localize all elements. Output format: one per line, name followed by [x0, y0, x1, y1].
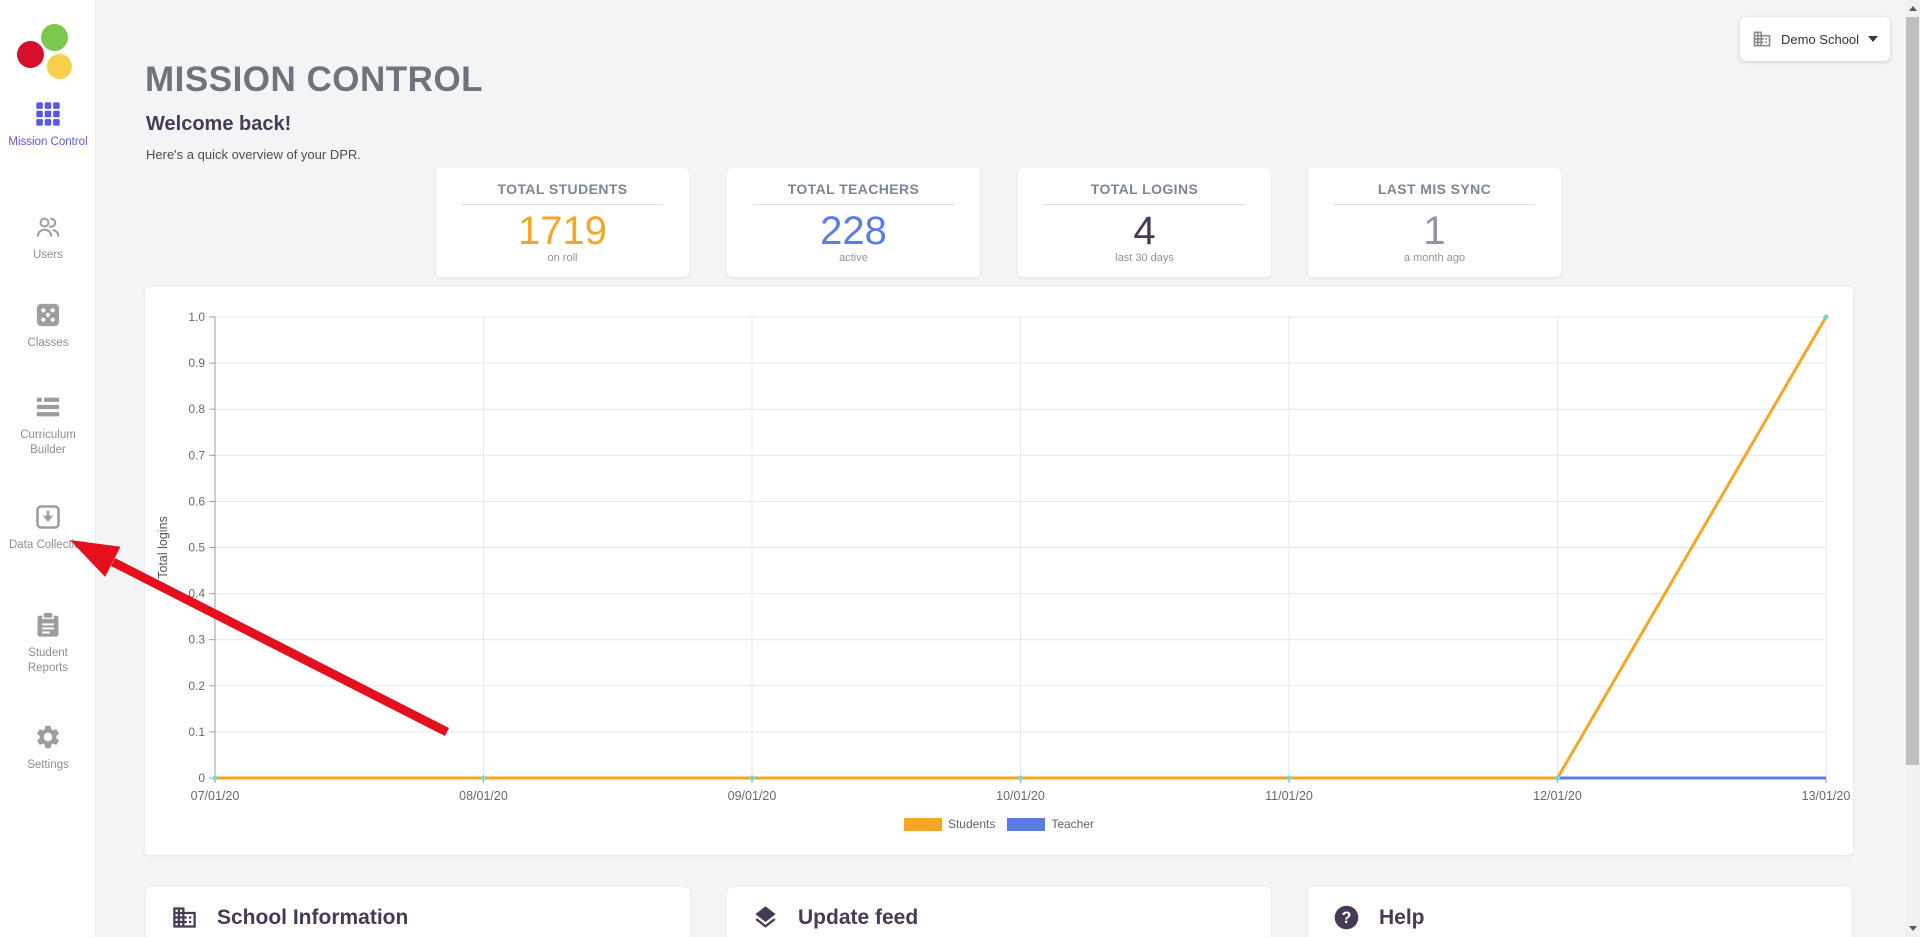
panel-title: Help [1379, 905, 1425, 929]
svg-text:07/01/20: 07/01/20 [191, 789, 240, 803]
svg-text:0.6: 0.6 [188, 494, 205, 508]
welcome-subtitle: Here's a quick overview of your DPR. [146, 147, 361, 162]
dice-icon [34, 301, 62, 329]
download-box-icon [34, 503, 62, 531]
svg-text:0.9: 0.9 [188, 356, 205, 370]
svg-text:08/01/20: 08/01/20 [459, 789, 508, 803]
building-icon [1752, 29, 1772, 49]
legend-swatch [1007, 817, 1046, 831]
stat-value: 1 [1423, 209, 1446, 253]
users-icon [34, 213, 62, 241]
sidebar-item-mission-control[interactable]: Mission Control [0, 100, 96, 150]
svg-text:1.0: 1.0 [188, 310, 205, 324]
svg-text:0.7: 0.7 [188, 448, 205, 462]
sidebar-item-label: Mission Control [8, 136, 88, 148]
stat-title: TOTAL LOGINS [1044, 168, 1245, 205]
page-title: MISSION CONTROL [145, 60, 484, 99]
stat-card-total-logins: TOTAL LOGINS 4 last 30 days [1018, 168, 1271, 277]
question-icon: ? [1333, 904, 1360, 931]
panel-school-information: School Information [146, 887, 690, 937]
svg-text:09/01/20: 09/01/20 [728, 789, 777, 803]
stat-card-total-students: TOTAL STUDENTS 1719 on roll [436, 168, 689, 277]
sidebar-item-label: Data Collection [9, 539, 87, 551]
grid-icon [34, 100, 62, 128]
building-icon [171, 904, 198, 931]
stat-caption: on roll [547, 252, 578, 264]
svg-text:0: 0 [198, 771, 205, 785]
sidebar-item-data-collection[interactable]: Data Collection [0, 503, 96, 553]
svg-text:0.5: 0.5 [188, 541, 205, 555]
sidebar-item-label: Classes [27, 337, 69, 349]
sidebar-item-student-reports[interactable]: Student Reports [0, 611, 96, 676]
app-logo [0, 8, 96, 88]
panel-help: ? Help [1308, 887, 1852, 937]
sidebar-item-users[interactable]: Users [0, 213, 96, 263]
stat-title: TOTAL STUDENTS [462, 168, 663, 205]
svg-text:0.1: 0.1 [188, 725, 205, 739]
stat-value: 228 [820, 209, 887, 253]
school-selector[interactable]: Demo School [1740, 17, 1890, 61]
panel-title: Update feed [798, 905, 919, 929]
stat-caption: active [839, 252, 868, 264]
logo-dot-yellow [47, 54, 72, 79]
legend-item-teacher: Teacher [1007, 817, 1094, 831]
panel-header: Update feed [727, 887, 1271, 931]
stat-card-last-mis-sync: LAST MIS SYNC 1 a month ago [1308, 168, 1561, 277]
scrollbar-thumb[interactable] [1906, 17, 1919, 765]
logo-dot-green [41, 24, 68, 51]
sidebar-item-settings[interactable]: Settings [0, 723, 96, 773]
sidebar-item-curriculum-builder[interactable]: Curriculum Builder [0, 393, 96, 458]
svg-text:11/01/20: 11/01/20 [1265, 789, 1313, 803]
clipboard-icon [34, 611, 62, 639]
svg-text:?: ? [1342, 909, 1352, 927]
main-content: MISSION CONTROL Welcome back! Here's a q… [96, 0, 1920, 937]
arrow-down-icon [1908, 926, 1917, 931]
legend-label: Teacher [1051, 817, 1095, 831]
legend-item-students: Students [903, 817, 996, 831]
logins-chart-card: 0 0.1 0.2 0.3 0.4 0.5 0.6 0.7 0.8 0.9 1.0 07/01/20 0… [145, 287, 1853, 855]
panel-update-feed: Update feed [727, 887, 1271, 937]
sidebar-item-label: Settings [27, 759, 69, 771]
list-icon [34, 393, 62, 421]
arrow-up-icon [1908, 6, 1917, 11]
layers-icon [752, 904, 779, 931]
sidebar-item-label: Users [32, 249, 64, 261]
school-selector-label: Demo School [1781, 31, 1860, 47]
svg-text:0.2: 0.2 [188, 679, 205, 693]
stat-title: LAST MIS SYNC [1334, 168, 1535, 205]
svg-text:0.4: 0.4 [188, 587, 205, 601]
svg-text:0.8: 0.8 [188, 402, 205, 416]
sidebar: Mission Control Users Classes Curriculum Bu… [0, 0, 96, 937]
legend-label: Students [947, 817, 996, 831]
scrollbar[interactable] [1905, 0, 1920, 937]
sidebar-item-label: Student Reports [27, 647, 69, 674]
sidebar-item-label: Curriculum Builder [20, 429, 76, 456]
scrollbar-up-button[interactable] [1905, 0, 1920, 17]
stat-title: TOTAL TEACHERS [753, 168, 954, 205]
logins-chart: 0 0.1 0.2 0.3 0.4 0.5 0.6 0.7 0.8 0.9 1.0 07/01/20 0… [145, 287, 1853, 807]
stat-value: 1719 [518, 209, 607, 253]
logo-dot-red [17, 41, 44, 68]
welcome-heading: Welcome back! [146, 113, 292, 135]
sidebar-item-classes[interactable]: Classes [0, 301, 96, 351]
chart-legend: Students Teacher [145, 805, 1853, 843]
chevron-down-icon [1868, 36, 1878, 42]
gear-icon [34, 723, 62, 751]
stat-caption: last 30 days [1115, 252, 1174, 264]
scrollbar-down-button[interactable] [1905, 920, 1920, 937]
panel-title: School Information [217, 905, 409, 929]
svg-text:12/01/20: 12/01/20 [1533, 789, 1582, 803]
y-axis-label: Total logins [156, 516, 170, 579]
legend-swatch [903, 817, 942, 831]
panel-header: School Information [146, 887, 690, 931]
stat-card-total-teachers: TOTAL TEACHERS 228 active [727, 168, 980, 277]
svg-text:0.3: 0.3 [188, 633, 205, 647]
stat-caption: a month ago [1403, 252, 1466, 264]
svg-text:13/01/20: 13/01/20 [1802, 789, 1851, 803]
panel-header: ? Help [1308, 887, 1852, 931]
stat-value: 4 [1133, 209, 1156, 253]
svg-text:10/01/20: 10/01/20 [996, 789, 1045, 803]
